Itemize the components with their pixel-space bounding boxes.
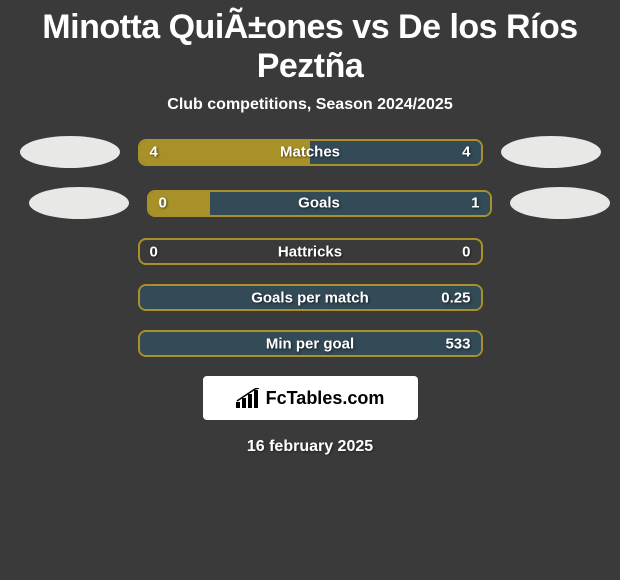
comparison-rows: Matches 4 4 Goals 0 1 Hattricks 0 0 Goals per mat… — [0, 136, 620, 357]
stat-bar: Hattricks 0 0 — [138, 238, 483, 265]
stat-label: Matches — [280, 144, 340, 161]
bar-fill-right — [210, 192, 490, 215]
page-subtitle: Club competitions, Season 2024/2025 — [0, 90, 620, 136]
date-label: 16 february 2025 — [0, 420, 620, 474]
stat-value-right: 4 — [462, 144, 470, 161]
logo-box: FcTables.com — [203, 376, 418, 420]
stat-row: Hattricks 0 0 — [0, 238, 620, 265]
player-right-ellipse — [501, 136, 601, 168]
stat-bar: Goals per match 0.25 — [138, 284, 483, 311]
player-left-ellipse — [29, 187, 129, 219]
stat-row: Goals 0 1 — [0, 187, 620, 219]
stat-row: Goals per match 0.25 — [0, 284, 620, 311]
stat-bar: Goals 0 1 — [147, 190, 492, 217]
page-title: Minotta QuiÃ±ones vs De los Ríos Peztña — [0, 0, 620, 90]
stat-bar: Matches 4 4 — [138, 139, 483, 166]
bar-chart-icon — [236, 388, 260, 408]
stat-value-right: 0 — [462, 243, 470, 260]
stat-value-left: 0 — [159, 195, 167, 212]
logo: FcTables.com — [236, 388, 385, 409]
logo-text: FcTables.com — [266, 388, 385, 409]
stat-value-left: 0 — [150, 243, 158, 260]
stat-value-left: 4 — [150, 144, 158, 161]
stat-label: Goals — [298, 195, 340, 212]
stat-label: Min per goal — [266, 335, 354, 352]
stat-bar: Min per goal 533 — [138, 330, 483, 357]
stat-row: Matches 4 4 — [0, 136, 620, 168]
stat-value-right: 533 — [445, 335, 470, 352]
stat-label: Goals per match — [251, 289, 369, 306]
stat-row: Min per goal 533 — [0, 330, 620, 357]
player-right-ellipse — [510, 187, 610, 219]
player-left-ellipse — [20, 136, 120, 168]
stat-value-right: 1 — [471, 195, 479, 212]
stat-label: Hattricks — [278, 243, 342, 260]
stat-value-right: 0.25 — [441, 289, 470, 306]
